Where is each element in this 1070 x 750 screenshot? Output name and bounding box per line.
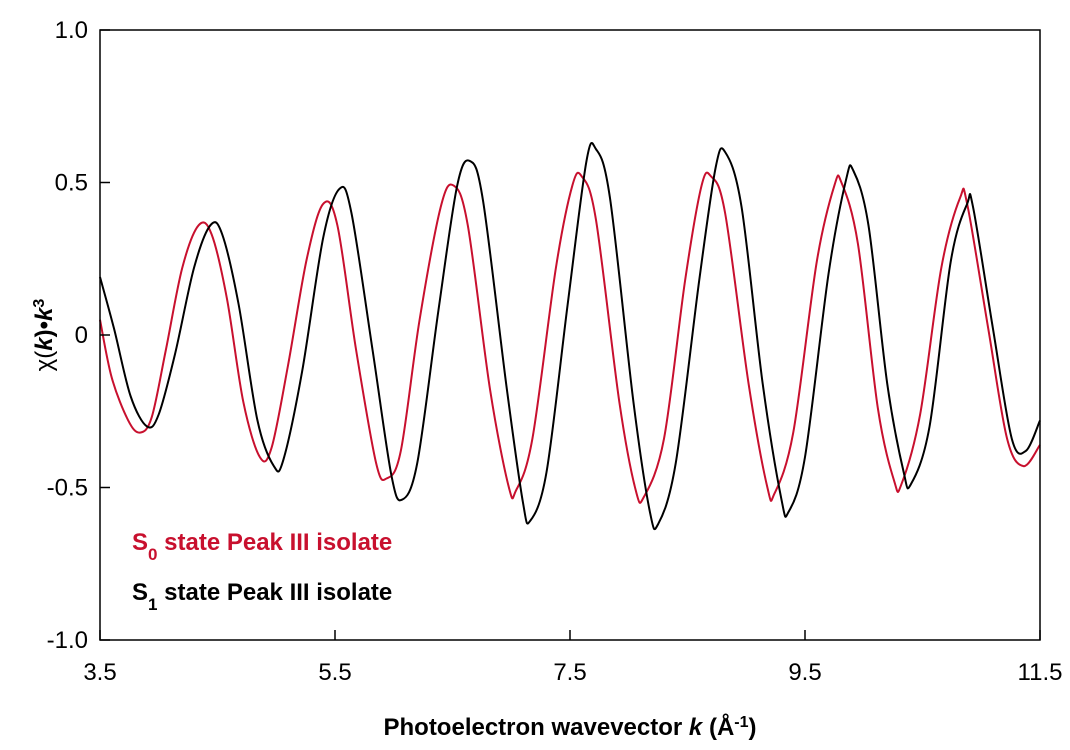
y-tick-label: -1.0 <box>47 627 88 654</box>
legend-entry-s0: S0 state Peak III isolate <box>132 529 392 564</box>
x-axis-title-prefix: Photoelectron wavevector <box>383 714 688 741</box>
legend-entry-s1: S1 state Peak III isolate <box>132 579 392 614</box>
legend-entry-s0-rest: state Peak III isolate <box>157 529 392 556</box>
x-axis-title-unit-open: (Å <box>702 713 734 741</box>
series-line-s0 <box>99 171 1041 504</box>
y-tick-label: 0 <box>75 322 88 349</box>
y-tick-label: 1.0 <box>55 17 88 44</box>
x-tick-label: 7.5 <box>553 659 586 686</box>
series-line-s1 <box>99 142 1041 531</box>
y-axis-title-chi: χ( <box>31 351 58 372</box>
y-axis-title-sup: 3 <box>31 299 48 308</box>
x-axis-title-unit-close: ) <box>749 714 757 741</box>
y-tick-label: -0.5 <box>47 475 88 502</box>
x-tick-label: 3.5 <box>83 659 116 686</box>
legend-entry-s0-sub: 0 <box>148 545 157 564</box>
legend-entry-s1-sub: 1 <box>148 595 157 614</box>
legend-entry-s1-base: S <box>132 579 148 606</box>
y-axis-title-k2: k <box>31 306 58 321</box>
y-tick-label: 0.5 <box>55 170 88 197</box>
legend: S0 state Peak III isolate S1 state Peak … <box>132 529 392 614</box>
x-axis-title: Photoelectron wavevector k (Å-1) <box>383 713 756 741</box>
legend-entry-s1-rest: state Peak III isolate <box>157 579 392 606</box>
series-layer <box>99 142 1041 531</box>
y-axis-title: χ(k)•k3 <box>31 299 59 372</box>
y-axis-title-mid: )• <box>31 321 58 337</box>
x-axis-title-unit-sup: -1 <box>734 714 748 731</box>
x-tick-label: 11.5 <box>1018 659 1063 686</box>
x-tick-label: 5.5 <box>318 659 351 686</box>
y-axis-title-k1: k <box>31 336 58 351</box>
legend-entry-s0-base: S <box>132 529 148 556</box>
x-axis-title-var: k <box>689 714 704 741</box>
x-tick-label: 9.5 <box>788 659 821 686</box>
ticks-layer: 3.5 5.5 7.5 9.5 11.5 -1.0 -0.5 0 0.5 1.0 <box>47 17 1063 686</box>
